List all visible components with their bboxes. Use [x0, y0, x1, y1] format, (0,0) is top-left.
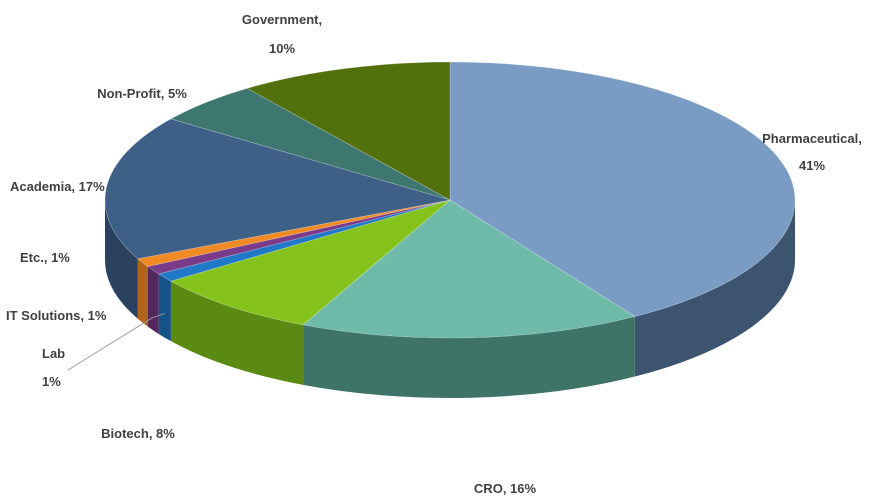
pie-slice-government: [246, 61, 451, 201]
label-non-profit: Non-Profit, 5%: [97, 86, 187, 101]
pie-top-layer: [104, 61, 796, 339]
pie-side-lab: [158, 273, 171, 342]
pie-slice-etc: [136, 199, 451, 267]
pie-slice-it-solutions: [146, 199, 451, 275]
leader-lines: [67, 313, 165, 371]
label-pharmaceutical-pct: 41%: [799, 158, 825, 173]
pie-side-cro: [303, 316, 635, 398]
label-pharmaceutical: Pharmaceutical,: [762, 131, 862, 146]
label-cro: CRO, 16%: [474, 481, 537, 496]
pie-slice-pharmaceutical: [449, 61, 796, 317]
label-academia: Academia, 17%: [10, 179, 105, 194]
label-lab: Lab: [42, 346, 65, 361]
pie-slice-non-profit: [169, 87, 451, 201]
pie-side-pharmaceutical: [634, 200, 796, 377]
leader-line-lab: [67, 313, 165, 371]
label-biotech: Biotech, 8%: [101, 426, 175, 441]
pie-side-it-solutions: [147, 266, 159, 334]
pie-slice-lab: [157, 199, 451, 282]
pie-side-biotech: [170, 281, 304, 385]
label-government-pct: 10%: [269, 41, 295, 56]
pie-side-etc: [137, 258, 148, 327]
label-government: Government,: [242, 12, 322, 27]
pie-slice-cro: [302, 199, 636, 339]
pie-slice-biotech: [169, 199, 451, 326]
label-lab-pct: 1%: [42, 374, 61, 389]
pie-slice-academia: [104, 118, 451, 260]
pie-side-academia: [105, 200, 138, 319]
pie-depth-layer: [105, 200, 796, 398]
label-it-solutions: IT Solutions, 1%: [6, 308, 107, 323]
label-etc: Etc., 1%: [20, 250, 70, 265]
